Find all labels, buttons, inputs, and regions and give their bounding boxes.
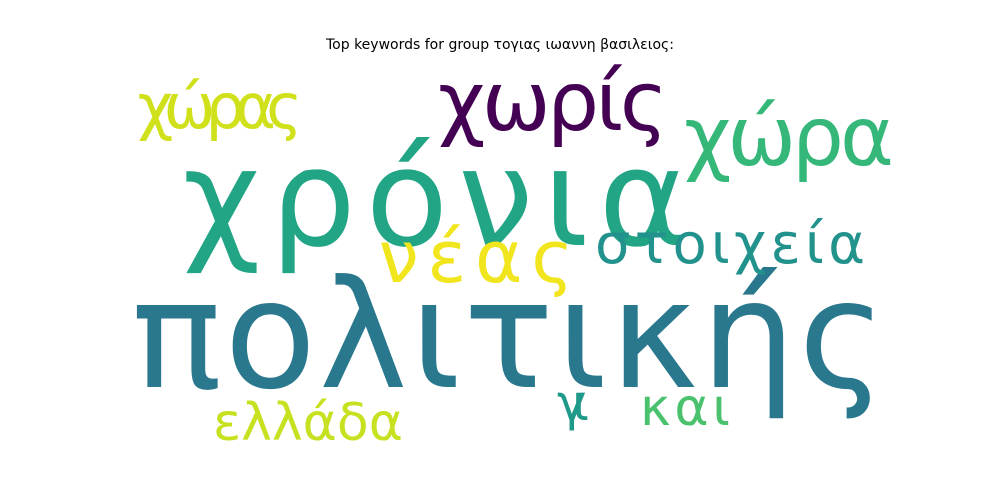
word-9: γι [557,374,589,432]
word-5: χώρας [138,70,303,143]
word-4: χώρα [684,90,894,185]
word-3: χωρίς [438,55,668,150]
word-8: ελλάδα [213,393,403,453]
word-1: πολιτικής [132,249,887,423]
word-10: και [640,378,730,438]
chart-title: Top keywords for group τογιας ιωαννη βασ… [326,37,674,53]
word-6: νέας [379,215,574,299]
